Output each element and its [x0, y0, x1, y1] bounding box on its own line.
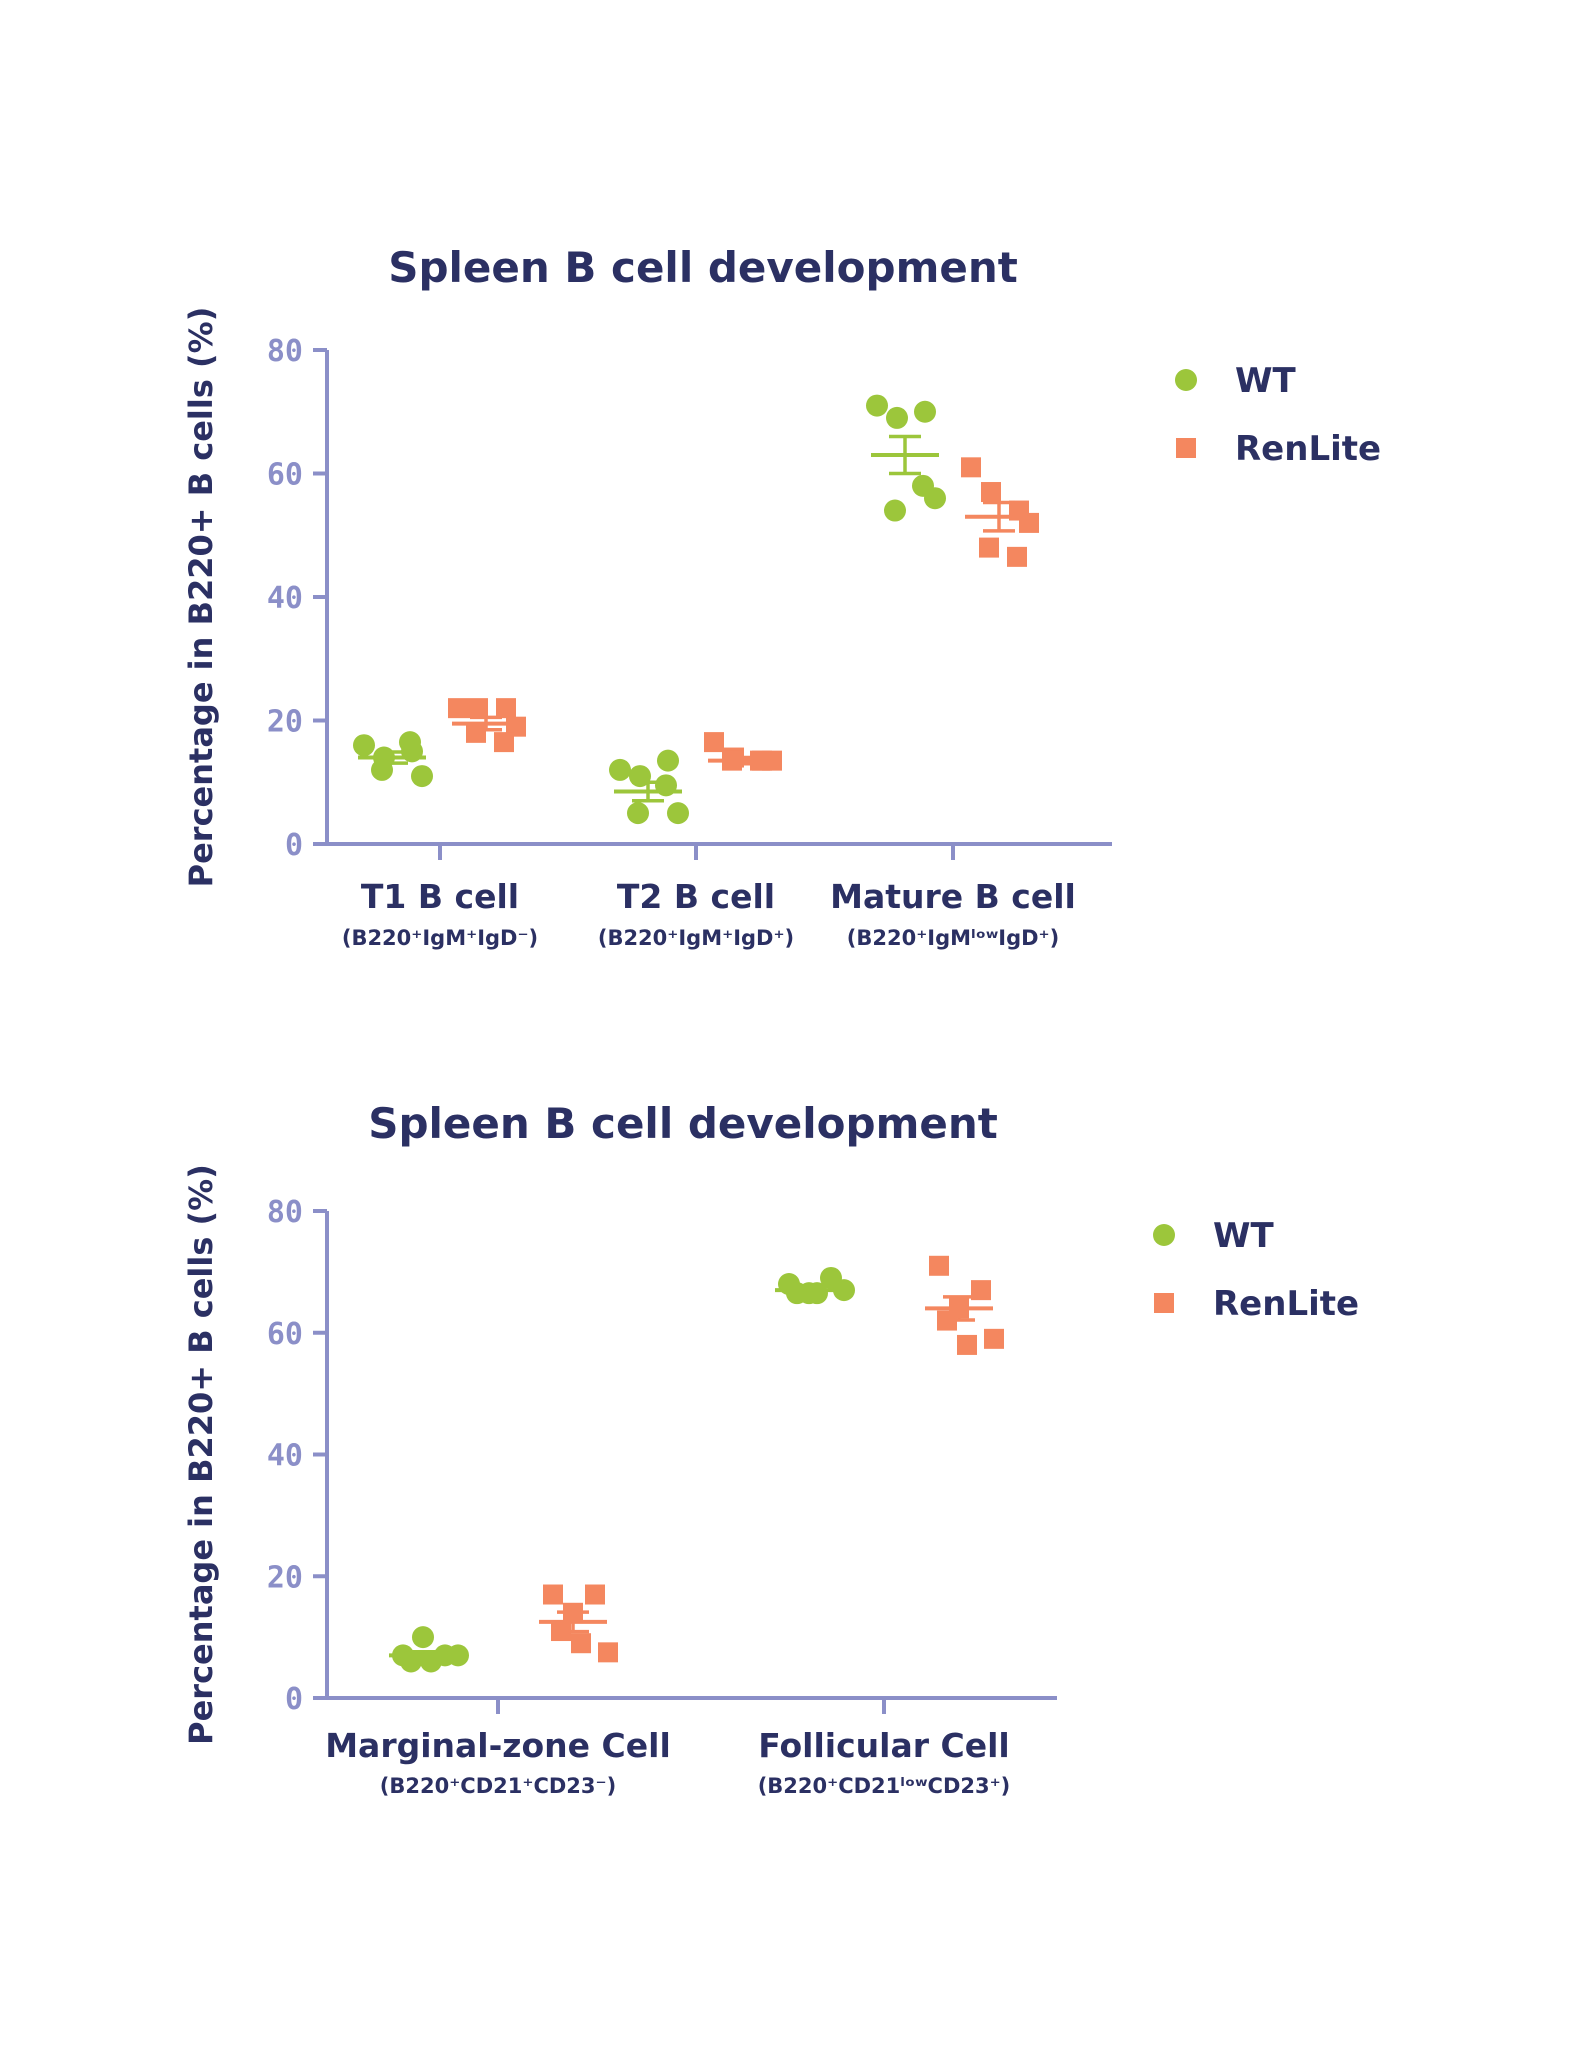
- y-tick-label: 0: [285, 828, 303, 863]
- legend-wt-circle-icon: [1153, 1224, 1175, 1246]
- x-category-label: T1 B cell: [361, 877, 519, 916]
- wt-data-point: [886, 406, 908, 429]
- renlite-data-point: [506, 716, 526, 737]
- legend-label-renlite: RenLite: [1235, 429, 1381, 469]
- renlite-data-point: [971, 1280, 991, 1301]
- wt-data-point: [371, 758, 393, 781]
- renlite-data-point: [585, 1584, 605, 1605]
- wt-data-point: [400, 1650, 422, 1673]
- wt-data-point: [912, 474, 934, 497]
- y-tick-label: 80: [267, 1195, 303, 1230]
- wt-data-point: [412, 1626, 434, 1649]
- y-tick-label: 20: [267, 705, 303, 740]
- wt-data-point: [655, 774, 677, 797]
- renlite-data-point: [750, 750, 770, 771]
- wt-data-point: [411, 765, 433, 788]
- x-category-marker-label: (B220⁺CD21⁺CD23⁻): [380, 1774, 616, 1798]
- renlite-data-point: [979, 537, 999, 558]
- renlite-data-point: [496, 698, 516, 719]
- renlite-data-point: [494, 732, 514, 753]
- x-category-marker-label: (B220⁺IgM⁺IgD⁺): [598, 926, 794, 950]
- legend-renlite-square-icon: [1176, 438, 1196, 458]
- legend-label-wt: WT: [1213, 1216, 1275, 1256]
- x-category-label: Marginal-zone Cell: [325, 1726, 671, 1765]
- renlite-data-point: [722, 750, 742, 771]
- y-tick-label: 60: [267, 1317, 303, 1352]
- wt-data-point: [627, 802, 649, 825]
- renlite-data-point: [551, 1621, 571, 1642]
- wt-data-point: [353, 734, 375, 757]
- renlite-data-point: [961, 457, 981, 478]
- chart-title: Spleen B cell development: [368, 1099, 998, 1148]
- renlite-data-point: [981, 482, 1001, 503]
- renlite-data-point: [957, 1334, 977, 1355]
- wt-data-point: [447, 1644, 469, 1667]
- legend: WT RenLite: [1153, 1216, 1359, 1324]
- renlite-data-point: [704, 732, 724, 753]
- y-tick-label: 20: [267, 1560, 303, 1595]
- y-tick-label: 60: [267, 458, 303, 493]
- wt-data-point: [786, 1282, 808, 1305]
- legend-renlite-square-icon: [1154, 1293, 1174, 1313]
- y-axis-label: Percentage in B220+ B cells (%): [182, 307, 220, 888]
- renlite-data-point: [543, 1584, 563, 1605]
- wt-data-point: [667, 802, 689, 825]
- renlite-data-point: [984, 1328, 1004, 1349]
- legend: WT RenLite: [1175, 361, 1381, 469]
- wt-data-point: [629, 765, 651, 788]
- wt-data-point: [609, 758, 631, 781]
- chart-1: Spleen B cell development Percentage in B…: [182, 243, 1381, 950]
- x-category-marker-label: (B220⁺CD21ˡᵒʷCD23⁺): [758, 1774, 1011, 1798]
- wt-data-point: [884, 499, 906, 522]
- chart-title: Spleen B cell development: [388, 243, 1018, 292]
- wt-data-point: [420, 1650, 442, 1673]
- y-tick-label: 40: [267, 581, 303, 616]
- wt-data-point: [806, 1282, 828, 1305]
- y-axis-label: Percentage in B220+ B cells (%): [182, 1164, 220, 1745]
- renlite-data-point: [929, 1255, 949, 1276]
- x-category-label: Follicular Cell: [758, 1726, 1009, 1765]
- renlite-data-point: [571, 1633, 591, 1654]
- legend-label-renlite: RenLite: [1213, 1284, 1359, 1324]
- wt-data-point: [657, 749, 679, 772]
- renlite-data-point: [598, 1642, 618, 1663]
- x-category-label: T2 B cell: [617, 877, 775, 916]
- renlite-data-point: [466, 722, 486, 743]
- y-tick-label: 0: [285, 1682, 303, 1717]
- x-category-marker-label: (B220⁺IgM⁺IgD⁻): [342, 926, 538, 950]
- wt-data-point: [399, 731, 421, 754]
- chart-2: Spleen B cell development Percentage in B…: [182, 1099, 1359, 1798]
- x-category-marker-label: (B220⁺IgMˡᵒʷIgD⁺): [847, 926, 1059, 950]
- renlite-data-point: [448, 698, 468, 719]
- renlite-data-point: [1007, 546, 1027, 567]
- renlite-data-point: [1019, 512, 1039, 533]
- renlite-data-point: [468, 698, 488, 719]
- y-tick-label: 80: [267, 334, 303, 369]
- legend-wt-circle-icon: [1175, 369, 1197, 391]
- y-tick-label: 40: [267, 1439, 303, 1474]
- legend-label-wt: WT: [1235, 361, 1297, 401]
- x-category-label: Mature B cell: [830, 877, 1076, 916]
- wt-data-point: [866, 394, 888, 417]
- wt-data-point: [914, 400, 936, 423]
- renlite-data-point: [563, 1602, 583, 1623]
- wt-data-point: [833, 1279, 855, 1302]
- renlite-data-point: [937, 1310, 957, 1331]
